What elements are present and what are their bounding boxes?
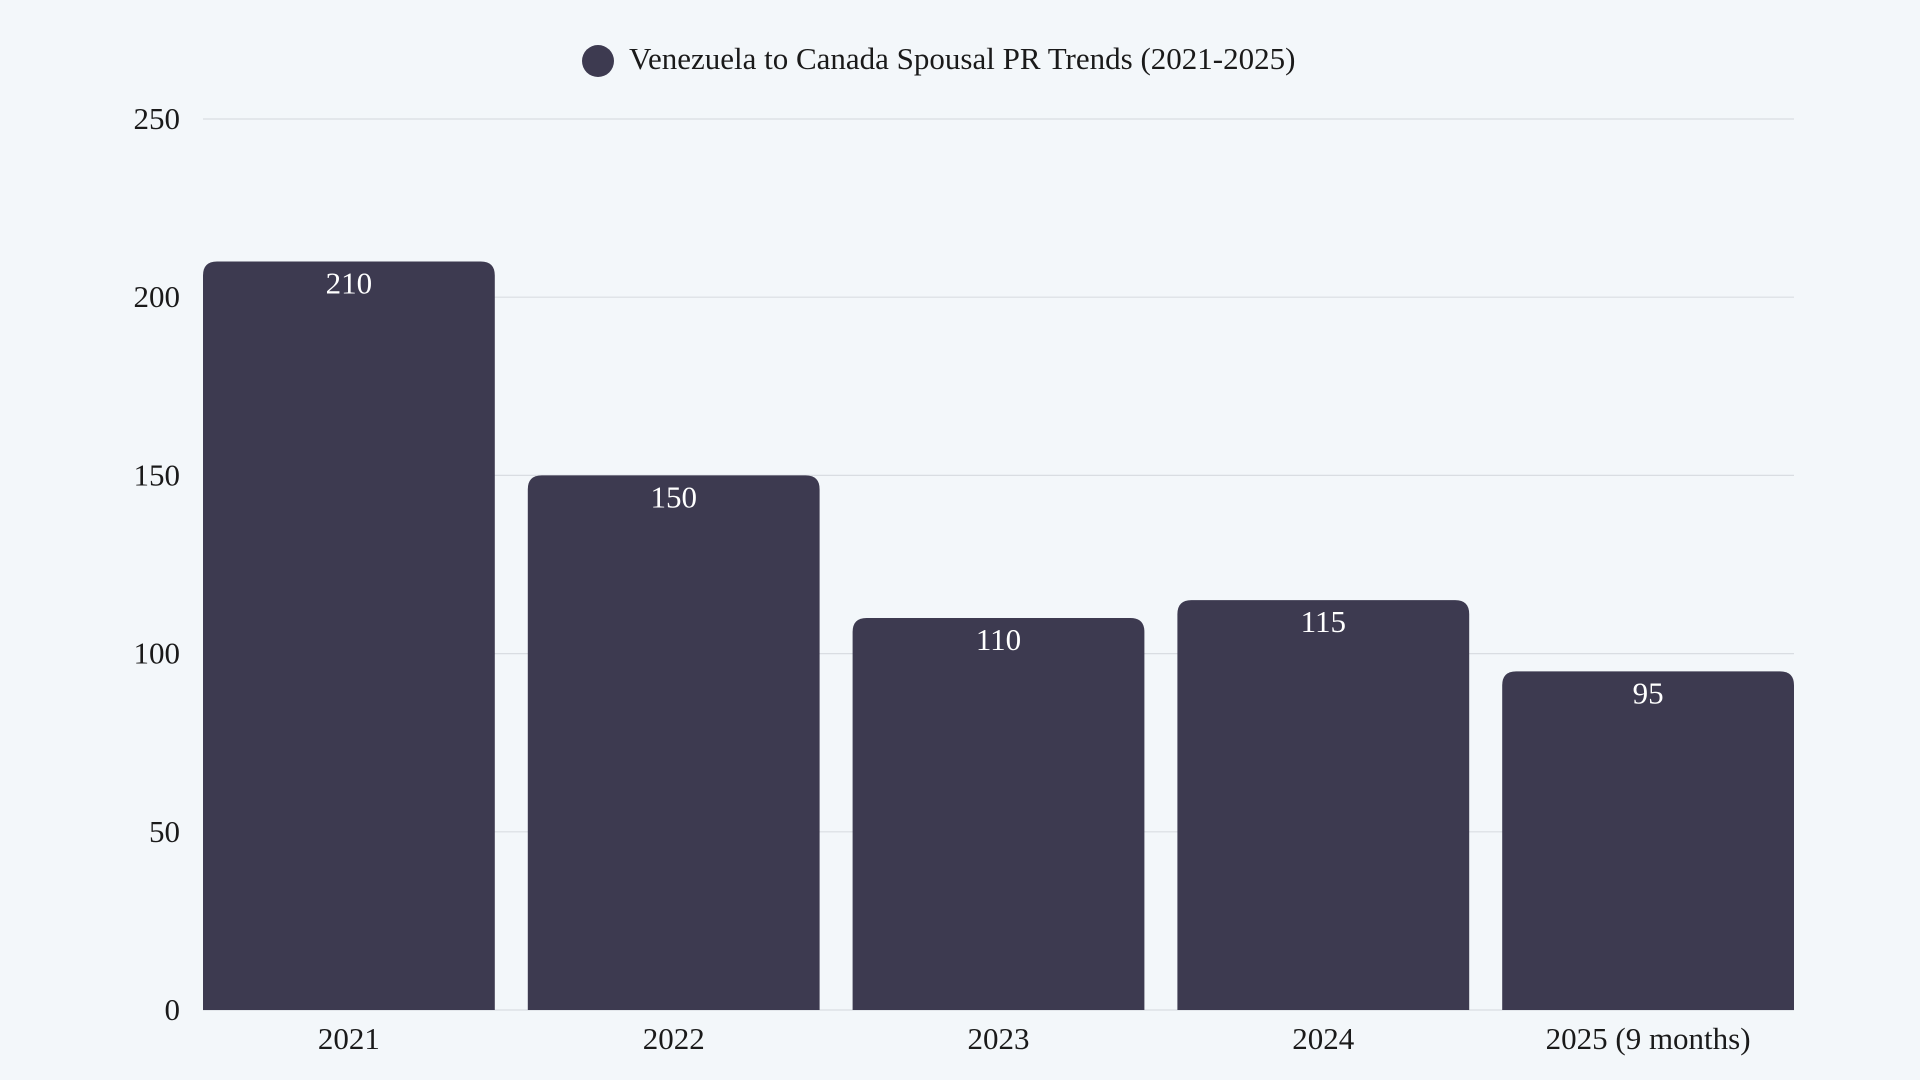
bar-2022[interactable] [527,475,820,1010]
legend[interactable]: Venezuela to Canada Spousal PR Trends (2… [582,41,1295,77]
bar-2021[interactable] [203,261,495,1010]
data-label: 150 [650,479,697,514]
data-label: 210 [326,266,373,301]
data-label: 95 [1633,675,1664,710]
x-tick-label: 2022 [643,1021,705,1056]
bars [203,261,1794,1010]
y-tick-label: 50 [149,814,180,849]
x-tick-label: 2021 [318,1021,380,1056]
legend-marker-icon [582,45,614,77]
x-tick-label: 2025 (9 months) [1546,1021,1751,1056]
x-axis-ticks: 2021 2022 2023 2024 2025 (9 months) [318,1021,1751,1056]
y-tick-label: 200 [134,279,181,314]
bar-2024[interactable] [1177,600,1470,1010]
bar-2025[interactable] [1502,671,1794,1010]
data-label: 110 [976,622,1021,657]
y-tick-label: 0 [165,992,181,1027]
x-tick-label: 2023 [968,1021,1030,1056]
legend-label: Venezuela to Canada Spousal PR Trends (2… [629,41,1295,76]
data-labels: 210 150 110 115 95 [326,266,1664,711]
x-tick-label: 2024 [1292,1021,1355,1056]
y-axis-ticks: 0 50 100 150 200 250 [134,101,181,1027]
data-label: 115 [1301,604,1346,639]
y-tick-label: 100 [134,636,181,671]
y-tick-label: 150 [134,457,181,492]
y-tick-label: 250 [134,101,181,136]
bar-2023[interactable] [852,617,1145,1010]
